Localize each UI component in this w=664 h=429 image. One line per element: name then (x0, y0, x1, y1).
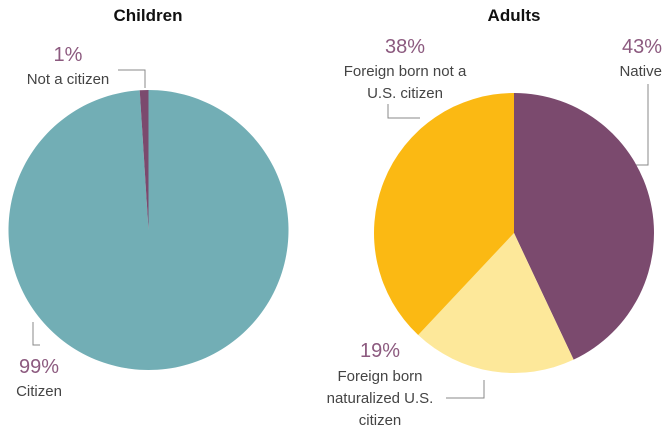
leader-line (628, 84, 649, 166)
pie-slice (139, 90, 149, 230)
category-label: Foreign born not a U.S. citizen (343, 63, 467, 102)
value-label: 99% (18, 356, 60, 378)
leader-line (118, 69, 146, 88)
category-label: Foreign born naturalized U.S. citizen (326, 368, 434, 429)
chart-title: Adults (487, 6, 541, 25)
value-label: 38% (384, 36, 426, 58)
pie-slice (514, 93, 654, 360)
category-label: Citizen (16, 383, 62, 400)
category-label: Not a citizen (26, 71, 110, 88)
value-label: 19% (359, 340, 401, 362)
value-label: 1% (53, 44, 83, 66)
leader-line (446, 380, 485, 399)
leader-line (32, 322, 40, 346)
chart-title: Children (113, 6, 183, 25)
pie-slice (374, 92, 514, 336)
pie-slice (418, 233, 574, 373)
value-label: 43% (621, 36, 662, 58)
category-label: Native (619, 63, 662, 80)
leader-line (387, 104, 420, 119)
